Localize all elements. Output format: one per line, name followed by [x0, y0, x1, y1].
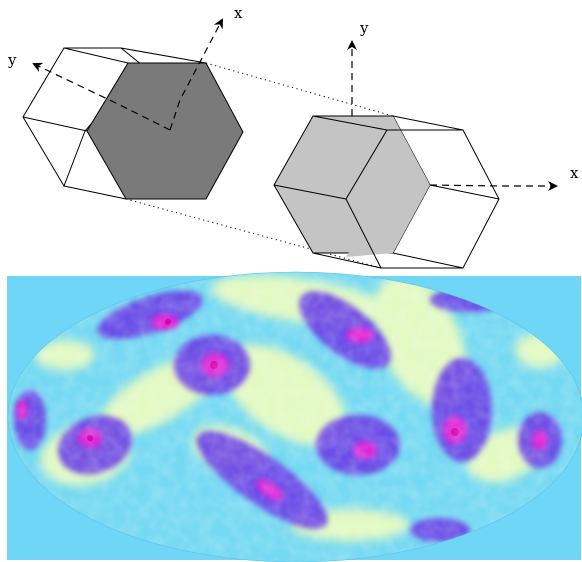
left-prism-edge	[63, 47, 129, 64]
right-prism-edge	[312, 115, 388, 131]
left-y-axis-label: y	[7, 51, 17, 69]
right-prism-edge	[273, 184, 347, 200]
sky-map	[7, 271, 582, 562]
projection-line-top	[205, 62, 394, 117]
left-prism-edge	[63, 185, 127, 200]
left-y-axis	[32, 62, 171, 131]
right-prism-edge	[429, 184, 500, 200]
right-hexagonal-prism: y x	[273, 19, 579, 269]
projection-line-bottom	[125, 198, 382, 269]
right-y-axis-label: y	[359, 19, 369, 37]
right-x-axis-label: x	[570, 164, 579, 182]
right-prism-edge	[312, 252, 382, 269]
right-x-axis	[429, 181, 558, 191]
left-prism-edge	[120, 47, 207, 64]
left-hexagonal-prism: x y	[7, 4, 244, 200]
left-x-axis-label: x	[234, 4, 243, 22]
right-prism-edge	[392, 252, 464, 269]
left-prism-edge	[22, 116, 88, 132]
right-prism-edge	[392, 115, 464, 131]
right-prism-front-overlap	[346, 116, 430, 257]
sky-map-ellipse	[8, 272, 582, 562]
sky-map-outline	[7, 271, 582, 562]
left-prism-front-face	[86, 62, 244, 200]
